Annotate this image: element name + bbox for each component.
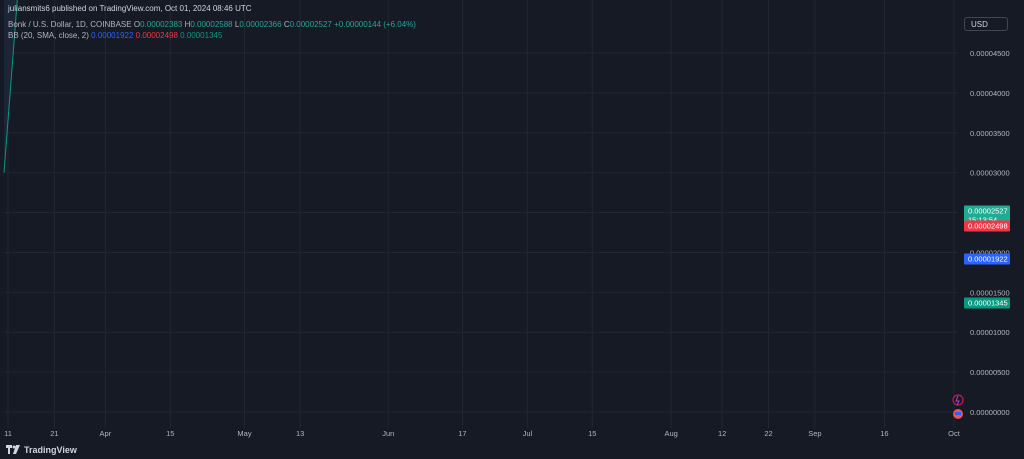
x-tick-label: Jul: [523, 429, 533, 438]
price-tag-upper: [964, 220, 1010, 232]
high-label: H: [184, 20, 191, 29]
chart-background: [0, 0, 1024, 440]
x-tick-label: 22: [764, 429, 772, 438]
x-tick-label: 15: [588, 429, 596, 438]
high-value: 0.00002588: [190, 20, 233, 29]
x-tick-label: May: [237, 429, 251, 438]
price-tag-lower: [964, 297, 1010, 309]
low-value: 0.00002366: [239, 20, 282, 29]
x-tick-label: Aug: [664, 429, 677, 438]
x-tick-label: 11: [4, 429, 12, 438]
price-tag-upper-text: 0.00002498: [968, 222, 1008, 231]
close-label: C: [283, 20, 290, 29]
open-value: 0.00002383: [140, 20, 183, 29]
x-tick-label: Jun: [382, 429, 394, 438]
flag-icon-stripe: [955, 412, 961, 415]
top-bar: juliansmits6 published on TradingView.co…: [0, 0, 1024, 14]
x-tick-label: 12: [718, 429, 726, 438]
change-value: +0.00000144 (+6.04%): [334, 20, 416, 29]
footer: [0, 440, 1024, 459]
y-tick-label: 0.00001000: [970, 328, 1010, 337]
tradingview-logo-text: TradingView: [24, 445, 77, 455]
open-label: O: [133, 20, 141, 29]
y-tick-label: 0.00000000: [970, 408, 1010, 417]
price-chart[interactable]: 0.00004500 0.00004000 0.00003500 0.00003000…: [0, 0, 1024, 440]
lightning-icon-glyph: [955, 395, 960, 406]
x-tick-label: 16: [880, 429, 888, 438]
currency-selector[interactable]: USD: [964, 17, 1008, 31]
price-tag-countdown: 15:13:54: [968, 216, 997, 225]
low-label: L: [234, 20, 240, 29]
price-tag-basis: [964, 253, 1010, 265]
x-tick-label: Apr: [100, 429, 112, 438]
bb-basis-value: 0.00001922: [91, 31, 134, 40]
y-tick-label: 0.00003000: [970, 169, 1010, 178]
close-value: 0.00002527: [289, 20, 332, 29]
publisher-info: juliansmits6 published on TradingView.co…: [8, 4, 252, 13]
y-tick-label: 0.00000500: [970, 368, 1010, 377]
legend: Bonk / U.S. Dollar, 1D, COINBASE O0.0000…: [8, 19, 416, 41]
x-tick-label: 15: [166, 429, 174, 438]
time-axis[interactable]: 11 21 Apr 15 May 13 Jun 17 Jul 15 Aug 12 22 Sep 16 Oct: [4, 429, 961, 438]
price-tag-basis-text: 0.00001922: [968, 255, 1008, 264]
tradingview-logo-icon: [6, 445, 20, 454]
x-tick-label: 21: [50, 429, 58, 438]
symbol-name[interactable]: Bonk / U.S. Dollar, 1D, COINBASE: [8, 20, 132, 29]
y-tick-label: 0.00004500: [970, 49, 1010, 58]
price-tags: 0.0000252715:13:540.000024980.000019220.…: [964, 205, 1010, 309]
tradingview-logo[interactable]: TradingView: [6, 445, 77, 455]
symbol-legend-row: Bonk / U.S. Dollar, 1D, COINBASE O0.0000…: [8, 19, 416, 30]
x-tick-label: Oct: [948, 429, 961, 438]
lightning-icon[interactable]: [952, 394, 964, 406]
y-tick-label: 0.00003500: [970, 129, 1010, 138]
x-tick-label: 17: [458, 429, 466, 438]
grid-lines: [4, 0, 958, 428]
bb-lower-value: 0.00001345: [180, 31, 223, 40]
bb-upper-value: 0.00002498: [135, 31, 178, 40]
y-tick-label: 0.00001500: [970, 288, 1010, 297]
x-tick-label: Sep: [808, 429, 821, 438]
bb-legend-row: BB (20, SMA, close, 2) 0.00001922 0.0000…: [8, 30, 416, 41]
price-tag-lower-text: 0.00001345: [968, 299, 1008, 308]
bb-title[interactable]: BB (20, SMA, close, 2): [8, 31, 89, 40]
x-tick-label: 13: [296, 429, 304, 438]
axis-icons: [952, 394, 964, 419]
price-tag-close-text: 0.00002527: [968, 207, 1008, 216]
y-tick-label: 0.00002000: [970, 248, 1010, 257]
y-tick-label: 0.00004000: [970, 89, 1010, 98]
